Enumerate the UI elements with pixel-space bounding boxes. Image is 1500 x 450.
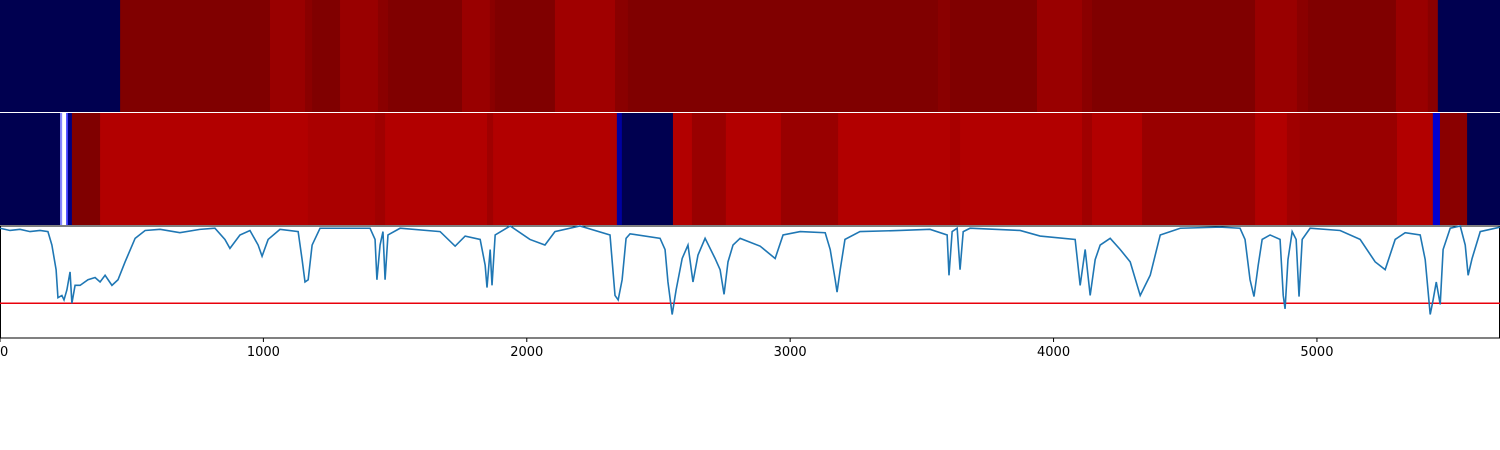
heat-segment <box>672 113 693 225</box>
heat-segment <box>1432 113 1441 225</box>
heat-segment <box>1395 0 1429 112</box>
heat-segment <box>621 113 674 225</box>
x-tick-label: 4000 <box>1037 345 1070 360</box>
heat-segment <box>937 0 951 112</box>
heat-segment <box>0 113 61 225</box>
heat-segment <box>487 113 494 225</box>
heat-segment <box>1082 113 1093 225</box>
heat-segment <box>60 113 63 225</box>
heat-segment <box>1467 113 1500 225</box>
heat-segment <box>461 0 491 112</box>
heat-segment <box>307 113 376 225</box>
heat-segment <box>71 113 101 225</box>
heat-segment <box>489 0 496 112</box>
heat-segment <box>554 0 616 112</box>
heat-segment <box>960 113 1083 225</box>
heat-segment <box>615 0 629 112</box>
heat-segment <box>305 0 313 112</box>
signal-line <box>0 225 1500 315</box>
heat-segment <box>1397 113 1434 225</box>
heat-segment <box>387 0 463 112</box>
heat-segment <box>1439 113 1468 225</box>
heat-segment <box>1255 0 1298 112</box>
heat-segment <box>616 113 623 225</box>
heat-segment <box>385 113 488 225</box>
heat-segment <box>100 113 309 225</box>
heat-segment <box>1299 113 1398 225</box>
heat-segment <box>375 113 386 225</box>
heat-segment <box>1082 0 1093 112</box>
heat-segment <box>377 0 389 112</box>
heat-segment <box>1307 0 1397 112</box>
heat-segment <box>627 0 939 112</box>
heat-segment <box>691 113 727 225</box>
heat-segment <box>725 113 782 225</box>
heat-segment <box>67 113 73 225</box>
heat-segment <box>1255 113 1288 225</box>
x-tick-label: 0 <box>0 345 8 360</box>
x-tick-label: 2000 <box>510 345 543 360</box>
x-tick-label: 1000 <box>247 345 280 360</box>
heat-segment <box>1092 0 1256 112</box>
plot-frame <box>0 225 1500 339</box>
heat-segment <box>1036 0 1083 112</box>
heat-segment <box>120 0 271 112</box>
heat-segment <box>269 0 306 112</box>
x-tick-label: 3000 <box>774 345 807 360</box>
heat-segment <box>62 113 67 225</box>
heat-segment <box>340 0 379 112</box>
heat-segment <box>0 0 121 112</box>
heat-segment <box>494 0 556 112</box>
heat-segment <box>66 113 69 225</box>
heat-segment <box>950 0 1038 112</box>
heat-segment <box>1286 113 1301 225</box>
heat-segment <box>780 113 839 225</box>
heat-segment <box>1142 113 1256 225</box>
heat-segment <box>1427 0 1439 112</box>
heat-segment <box>1092 113 1143 225</box>
heat-segment <box>312 0 341 112</box>
heat-segment <box>493 113 618 225</box>
x-tick-label: 5000 <box>1300 345 1333 360</box>
heat-segment <box>1437 0 1500 112</box>
heat-segment <box>1296 0 1309 112</box>
heat-segment <box>950 113 961 225</box>
heat-segment <box>838 113 951 225</box>
